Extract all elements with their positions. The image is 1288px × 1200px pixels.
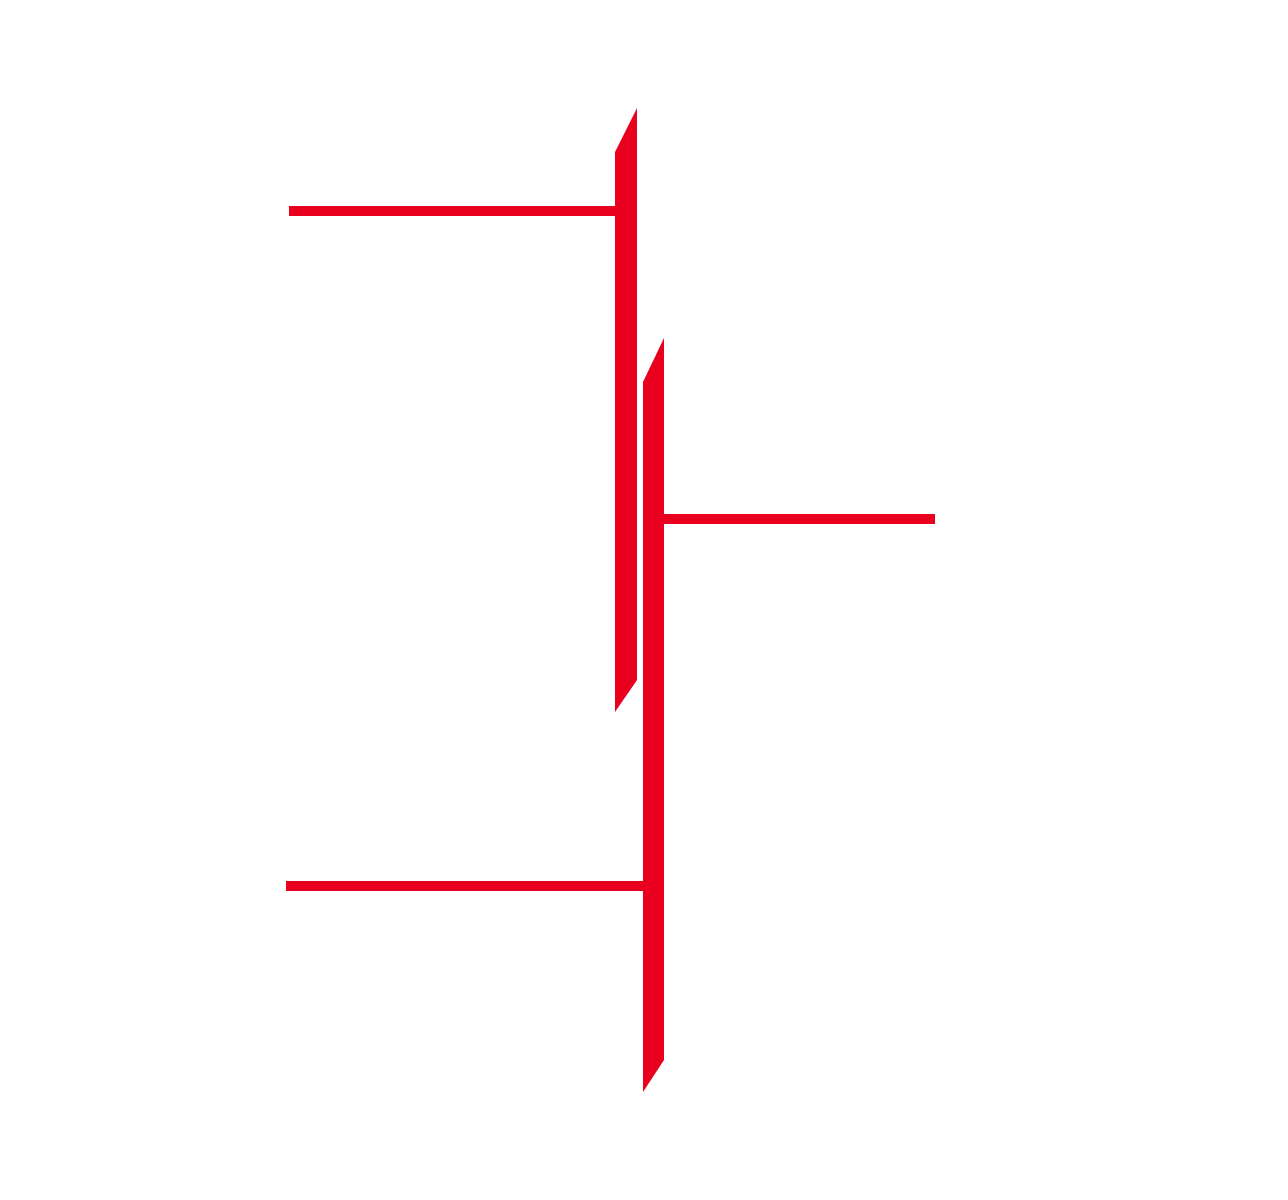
lower-left-horizontal-line (286, 881, 648, 891)
upper-left-horizontal-line (289, 206, 622, 216)
left-vertical-bar (615, 108, 637, 712)
middle-right-horizontal-line (658, 514, 935, 524)
logo-mark (286, 108, 935, 1092)
right-vertical-bar (643, 338, 664, 1092)
